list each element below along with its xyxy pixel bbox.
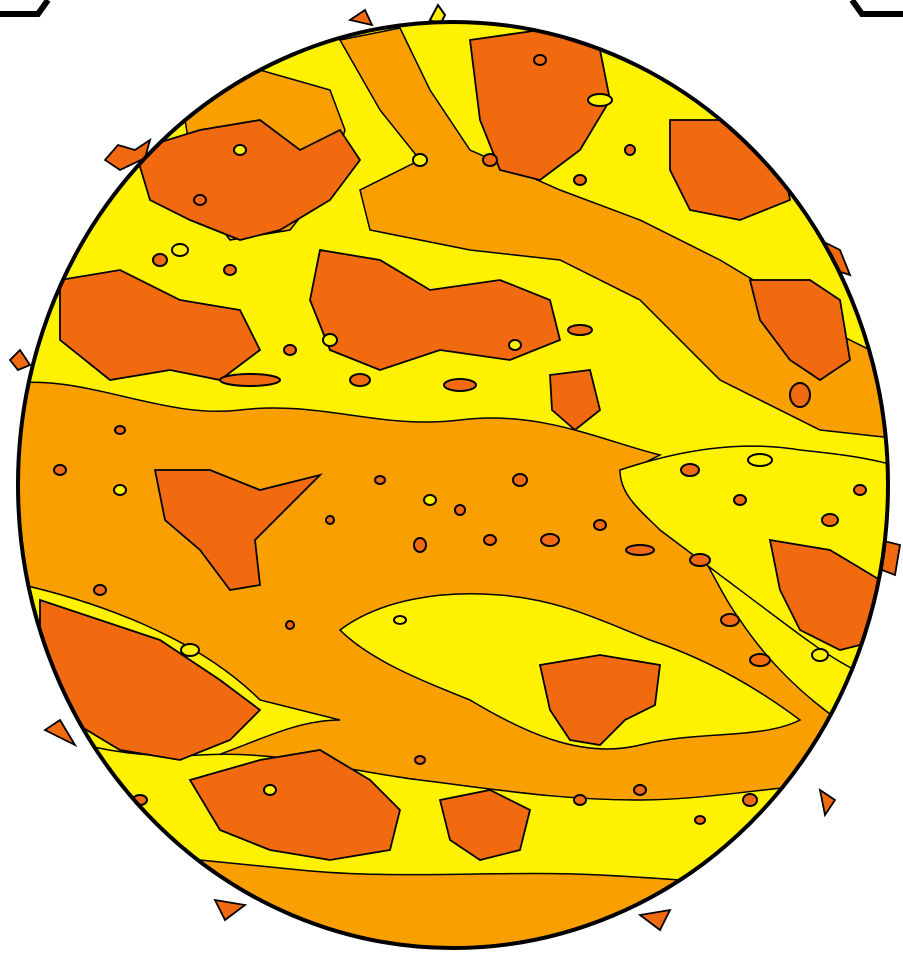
corner-bracket — [0, 0, 51, 17]
spots — [53, 54, 867, 825]
corner-bracket — [849, 0, 903, 17]
sun-rim — [16, 20, 890, 950]
patches — [39, 29, 881, 861]
